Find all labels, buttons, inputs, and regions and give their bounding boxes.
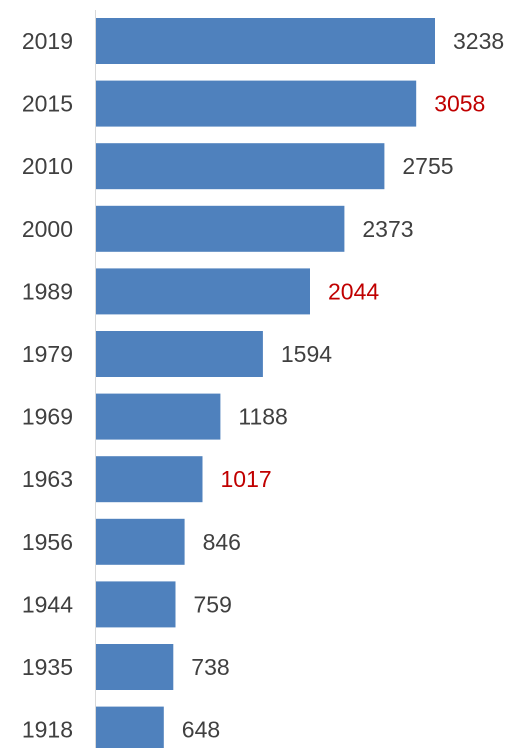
value-label-2019: 3238 [453, 28, 504, 54]
bars-group [96, 18, 435, 748]
value-label-1918: 648 [182, 717, 220, 743]
category-label-2015: 2015 [22, 91, 73, 117]
value-label-2010: 2755 [402, 153, 453, 179]
category-label-1918: 1918 [22, 717, 73, 743]
value-label-1944: 759 [194, 591, 232, 617]
bar-2010 [96, 143, 385, 190]
category-label-2010: 2010 [22, 153, 73, 179]
value-label-1963: 1017 [221, 466, 272, 492]
category-label-1963: 1963 [22, 466, 73, 492]
value-label-1969: 1188 [238, 404, 287, 430]
bar-1979 [96, 331, 263, 377]
bar-1918 [96, 706, 164, 748]
bar-1989 [96, 268, 310, 315]
category-label-2000: 2000 [22, 216, 73, 242]
bar-1956 [96, 518, 185, 565]
bar-1944 [96, 581, 176, 628]
category-label-1989: 1989 [22, 278, 73, 304]
category-label-2019: 2019 [22, 28, 73, 54]
value-label-1935: 738 [191, 654, 229, 680]
category-label-1944: 1944 [22, 591, 73, 617]
bar-2015 [96, 80, 417, 127]
value-label-2015: 3058 [434, 91, 485, 117]
category-label-1956: 1956 [22, 529, 73, 555]
bar-1963 [96, 456, 203, 503]
category-label-1979: 1979 [22, 341, 73, 367]
value-label-2000: 2373 [362, 216, 413, 242]
bar-1969 [96, 393, 221, 440]
value-labels-group: 3238 3058 2755 2373 2044 1594 1188 1017 846 759 73… [182, 28, 504, 743]
bar-2019 [96, 18, 435, 64]
value-label-1989: 2044 [328, 278, 379, 304]
category-labels-group: 2019 2015 2010 2000 1989 1979 1969 1963 1956 1944… [22, 28, 73, 743]
value-label-1956: 846 [203, 529, 241, 555]
value-label-1979: 1594 [281, 341, 332, 367]
bar-1935 [96, 644, 174, 690]
bar-2000 [96, 205, 345, 252]
category-label-1969: 1969 [22, 404, 73, 430]
category-label-1935: 1935 [22, 654, 73, 680]
